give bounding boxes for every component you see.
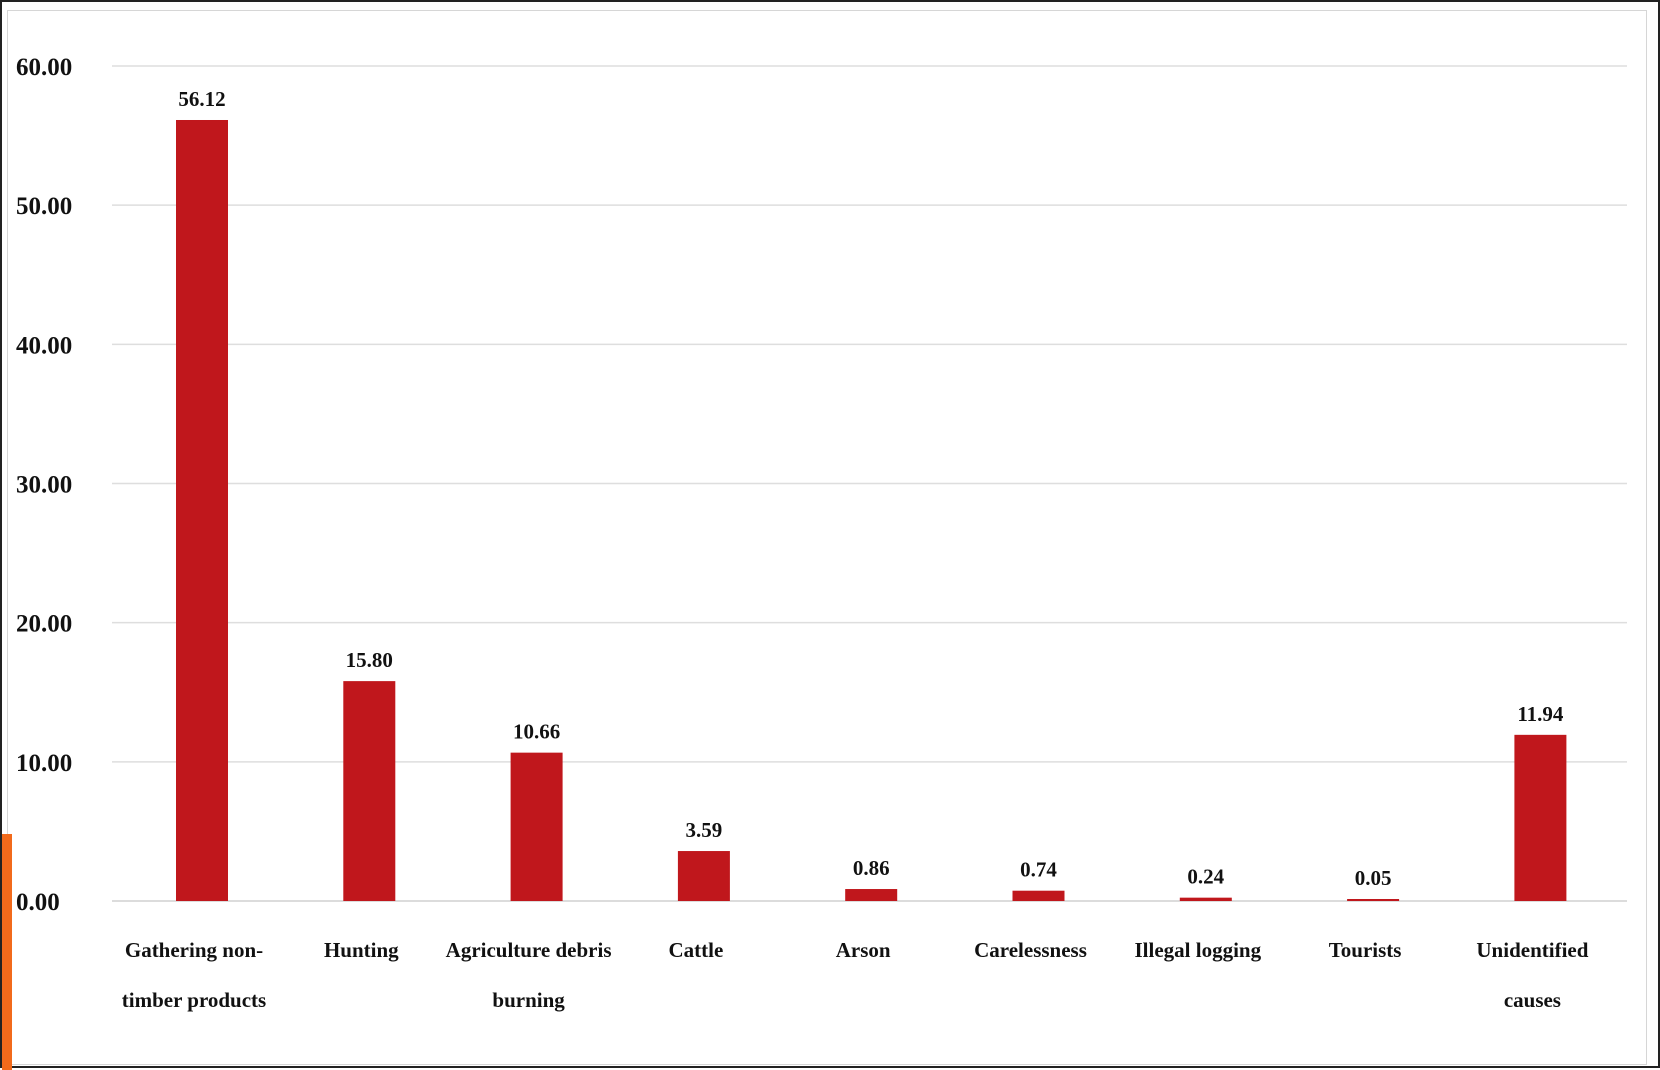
bar [1514,734,1567,901]
y-tick-label: 60.00 [16,54,72,81]
y-tick-label: 20.00 [16,611,72,638]
gridlines [112,65,1627,902]
bar [845,889,898,901]
y-tick-label: 40.00 [16,332,72,359]
accent-strip [2,834,12,1070]
x-tick-label: Cattle [668,938,723,962]
y-axis-ticks: 0.00 10.00 20.00 30.00 40.00 50.00 60.00 [16,54,72,916]
bars [176,119,1567,902]
y-tick-label: 0.00 [16,889,60,916]
y-tick-label: 50.00 [16,193,72,220]
x-tick-label: causes [1504,988,1561,1012]
data-label: 10.66 [513,720,560,744]
data-labels: 56.12 15.80 10.66 3.59 0.86 0.74 0.24 0.05 11.94 [178,87,1564,890]
bar [677,851,730,901]
data-label: 3.59 [686,818,723,842]
plot-panel [7,10,1647,1065]
x-tick-label: Tourists [1329,938,1402,962]
data-label: 0.05 [1355,866,1392,890]
x-axis-labels: Gathering non-timber products Hunting Agri… [122,938,1589,1012]
x-tick-label: Gathering non- [125,938,263,962]
bar [510,752,563,901]
y-tick-label: 30.00 [16,472,72,499]
data-label: 0.24 [1187,865,1224,889]
x-tick-label: burning [492,988,565,1012]
x-tick-label: Arson [836,938,891,962]
bar [1347,899,1400,901]
data-label: 0.74 [1020,858,1057,882]
data-label: 15.80 [346,648,393,672]
bar [1179,897,1232,901]
data-label: 0.86 [853,856,890,880]
x-tick-label: Hunting [324,938,399,962]
x-tick-label: timber products [122,988,266,1012]
bar [1012,890,1065,901]
x-tick-label: Agriculture debris [446,938,612,962]
x-tick-label: Illegal logging [1134,938,1261,962]
data-label: 11.94 [1517,702,1564,726]
bar [343,681,396,901]
y-tick-label: 10.00 [16,750,72,777]
x-tick-label: Carelessness [974,938,1087,962]
bar [176,119,228,902]
x-tick-label: Unidentified [1476,938,1588,962]
data-label: 56.12 [178,87,225,111]
